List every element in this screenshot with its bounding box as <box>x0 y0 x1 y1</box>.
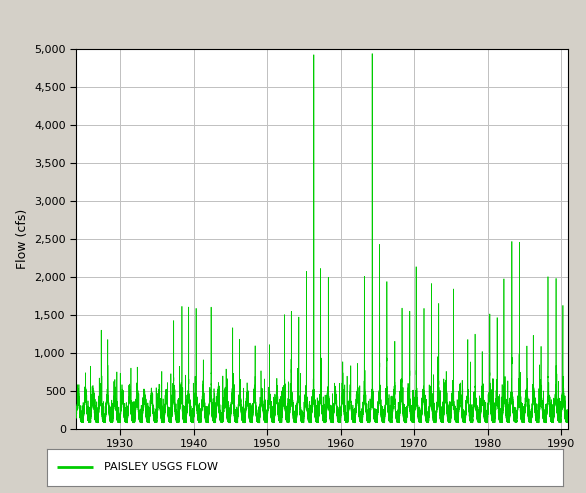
Y-axis label: Flow (cfs): Flow (cfs) <box>16 209 29 269</box>
Text: PAISLEY USGS FLOW: PAISLEY USGS FLOW <box>104 462 217 472</box>
